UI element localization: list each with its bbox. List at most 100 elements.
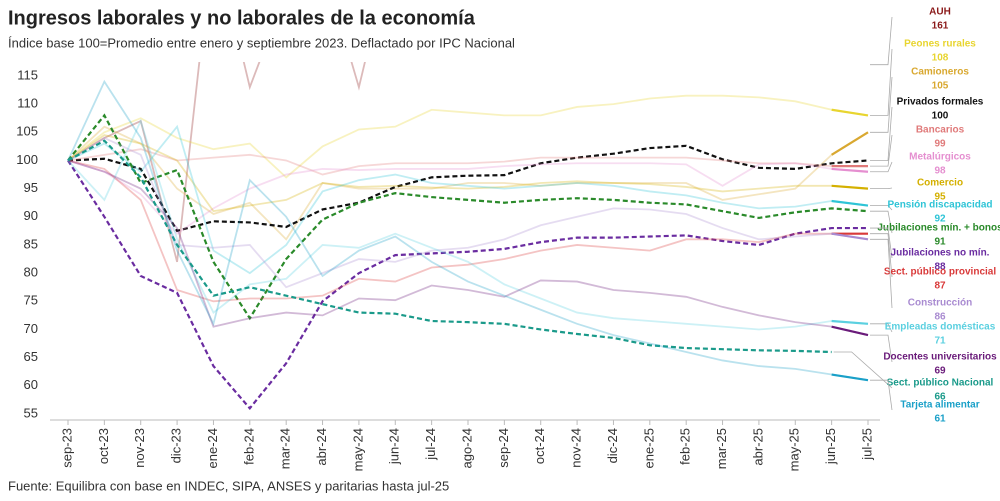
leader-line xyxy=(870,210,893,234)
line-end xyxy=(831,167,869,173)
value-label: 71 xyxy=(934,336,946,347)
line-end xyxy=(831,319,869,325)
series-line xyxy=(67,134,869,213)
value-label: 69 xyxy=(934,366,946,377)
x-tick-label: jul-24 xyxy=(423,428,438,461)
series-label: Bancarios xyxy=(916,125,965,136)
leader-line xyxy=(870,238,893,309)
y-tick-label: 110 xyxy=(17,96,38,111)
x-tick-label: jun-25 xyxy=(823,428,838,465)
source-note: Fuente: Equilibra con base en INDEC, SIP… xyxy=(8,478,449,493)
line-end xyxy=(831,232,869,241)
leader-line xyxy=(870,48,893,116)
series-line xyxy=(67,125,869,241)
x-tick-label: dic-24 xyxy=(605,428,620,463)
x-tick-label: oct-24 xyxy=(532,428,547,464)
series-label: Construcción xyxy=(908,298,972,309)
x-tick-label: abr-25 xyxy=(750,428,765,466)
x-tick-label: may-24 xyxy=(350,428,365,471)
value-label: 95 xyxy=(934,192,946,203)
series-line xyxy=(67,94,869,179)
x-tick-label: ene-25 xyxy=(641,428,656,468)
value-label: 98 xyxy=(934,166,946,177)
chart-title: Ingresos laborales y no laborales de la … xyxy=(8,7,476,29)
value-label: 87 xyxy=(934,281,946,292)
x-tick-label: feb-24 xyxy=(241,428,256,465)
series-label: Docentes universitarios xyxy=(883,352,997,363)
x-tick-label: jun-24 xyxy=(387,428,402,465)
series-label: Jubilaciones mín. + bonos xyxy=(877,223,1000,234)
series-line xyxy=(67,136,869,289)
series-label: Empleadas domésticas xyxy=(885,322,996,333)
series-label: Jubilaciones no mín. xyxy=(891,248,990,259)
y-tick-label: 90 xyxy=(24,208,38,223)
y-tick-label: 75 xyxy=(24,293,38,308)
leader-line xyxy=(870,233,893,278)
series-line xyxy=(67,159,868,411)
y-tick-label: 70 xyxy=(24,321,38,336)
series-line xyxy=(67,159,869,235)
leader-line xyxy=(870,334,893,363)
plot-area xyxy=(67,62,869,411)
value-label: 92 xyxy=(934,214,946,225)
line-end xyxy=(831,325,869,337)
value-label: 61 xyxy=(934,414,946,425)
series-line xyxy=(67,144,869,233)
value-label: 100 xyxy=(932,111,949,122)
value-label: 86 xyxy=(934,312,946,323)
y-tick-label: 85 xyxy=(24,236,38,251)
y-tick-label: 65 xyxy=(24,349,38,364)
x-tick-label: oct-23 xyxy=(96,428,111,464)
y-tick-label: 55 xyxy=(24,405,38,420)
series-line xyxy=(67,159,868,303)
series-label: Tarjeta alimentar xyxy=(900,400,979,411)
leader-line xyxy=(870,76,893,133)
series-label: Peones rurales xyxy=(904,39,976,50)
value-label: 108 xyxy=(932,53,949,64)
x-tick-label: jul-25 xyxy=(859,428,874,461)
value-label: 66 xyxy=(934,392,946,403)
leader-line xyxy=(870,323,893,333)
x-tick-label: abr-24 xyxy=(314,428,329,466)
series-label: Sect. público provincial xyxy=(884,267,996,278)
leader-line xyxy=(870,106,893,161)
y-tick-label: 80 xyxy=(24,265,38,280)
y-tick-label: 115 xyxy=(17,67,38,82)
leader-line xyxy=(870,379,893,411)
series-line xyxy=(67,148,868,176)
series-line xyxy=(67,124,869,275)
series-line xyxy=(67,113,869,321)
line-end xyxy=(831,373,869,382)
series-label: Sect. público Nacional xyxy=(887,378,994,389)
line-end xyxy=(831,131,869,156)
series-line xyxy=(67,159,869,336)
series-line xyxy=(67,79,869,382)
x-tick-label: dic-23 xyxy=(169,428,184,463)
x-tick-label: sep-24 xyxy=(496,428,511,468)
series-line xyxy=(67,118,869,331)
y-tick-label: 100 xyxy=(16,152,38,167)
leader-line xyxy=(870,187,893,190)
y-tick-label: 95 xyxy=(24,180,38,195)
x-tick-label: mar-25 xyxy=(714,428,729,469)
leader-line xyxy=(870,205,893,211)
y-tick-label: 60 xyxy=(24,377,38,392)
leader-line xyxy=(870,227,893,259)
value-label: 105 xyxy=(932,81,949,92)
value-label: 99 xyxy=(934,139,946,150)
chart-subtitle: Índice base 100=Promedio entre enero y s… xyxy=(8,35,515,50)
series-label: AUH xyxy=(929,7,951,18)
series-label: Metalúrgicos xyxy=(909,152,971,163)
x-tick-label: nov-23 xyxy=(132,428,147,468)
x-tick-label: sep-23 xyxy=(59,428,74,468)
x-tick-label: feb-25 xyxy=(678,428,693,465)
series-label: Comercio xyxy=(917,178,963,189)
x-tick-label: mar-24 xyxy=(278,428,293,469)
value-label: 88 xyxy=(934,262,946,273)
value-label: 91 xyxy=(934,237,946,248)
series-label: Privados formales xyxy=(897,97,984,108)
leader-line xyxy=(833,351,893,389)
line-end xyxy=(831,199,869,207)
line-end xyxy=(831,184,869,190)
